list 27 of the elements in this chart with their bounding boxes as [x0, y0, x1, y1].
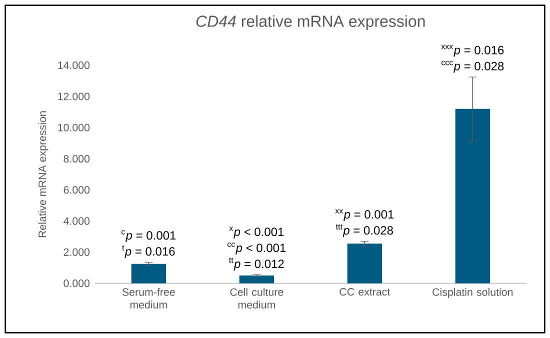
annotation: $^{tt}$p = 0.012	[229, 258, 284, 270]
y-tick-label: 0.000	[64, 280, 90, 288]
y-tick-label: 8.000	[64, 154, 90, 163]
x-tick-label: CC extract	[340, 288, 390, 296]
annotation: $^{cc}$p < 0.001	[227, 242, 286, 254]
annotation: $^{xx}$p = 0.001	[335, 209, 394, 222]
x-tick-label: Cisplatin solution	[432, 288, 513, 298]
annotation: $^{ttt}$p = 0.028	[336, 224, 393, 238]
y-tick-label: 6.000	[64, 186, 90, 194]
annotation: $^{x}$p < 0.001	[229, 226, 284, 238]
annotation: $^{xxx}$p = 0.016	[441, 44, 504, 57]
y-tick-label: 2.000	[64, 248, 90, 256]
annotation: $^{ccc}$p = 0.028	[441, 60, 504, 73]
chart-title: CD44 relative mRNA expression	[196, 15, 425, 30]
y-tick-label: 10.000	[58, 124, 90, 132]
y-axis-title: Relative mRNA expression	[38, 111, 48, 238]
y-tick-label: 4.000	[64, 217, 90, 225]
y-tick-label: 12.000	[58, 92, 90, 100]
x-tick-label: Serum-free medium	[122, 288, 175, 309]
annotation: $^{t}$p = 0.016	[122, 245, 175, 258]
bar	[455, 108, 490, 284]
bar	[131, 264, 166, 284]
bar	[347, 244, 382, 284]
x-tick-label: Cell culture medium	[230, 288, 284, 309]
annotation: $^{c}$p = 0.001	[121, 230, 176, 242]
bar	[239, 276, 274, 284]
y-tick-label: 14.000	[58, 62, 90, 70]
